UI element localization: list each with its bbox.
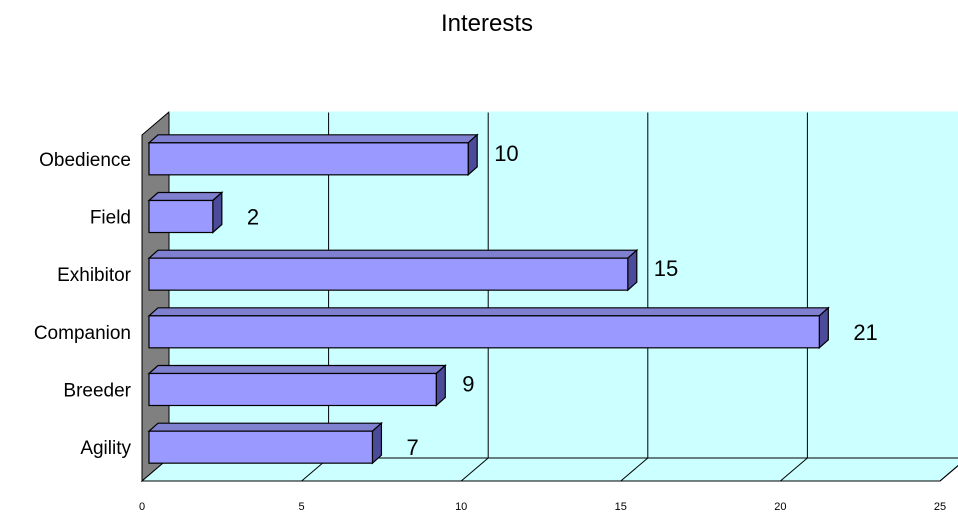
category-label: Exhibitor	[57, 265, 132, 286]
data-label: 21	[853, 320, 877, 345]
bar	[148, 430, 374, 464]
x-tick-label: 20	[774, 501, 786, 513]
x-tick-label: 15	[615, 501, 627, 513]
data-label: 9	[462, 372, 474, 397]
bar-end	[435, 364, 446, 407]
x-tick-label: 10	[455, 501, 467, 513]
category-label: Companion	[34, 323, 131, 344]
category-label: Obedience	[39, 150, 131, 171]
floor-gridline	[460, 457, 489, 482]
bar-top	[147, 134, 479, 144]
floor-gridline	[939, 465, 958, 482]
bar-end	[467, 133, 478, 177]
bar-top	[147, 364, 447, 375]
x-tick-label: 0	[139, 501, 145, 513]
bar-top	[147, 422, 384, 432]
bar	[148, 372, 437, 407]
bar-top	[147, 307, 830, 317]
bar-end	[818, 306, 829, 350]
category-label: Field	[90, 208, 131, 229]
data-label: 15	[654, 256, 678, 281]
data-label: 7	[406, 435, 418, 460]
x-tick-label: 25	[934, 501, 946, 513]
bar-top	[147, 249, 639, 259]
plot-area: 0 5 10 15 20 25 Obedience 10 Field 2 Exhibitor 15 Co…	[34, 110, 958, 513]
bar-end	[371, 421, 383, 465]
chart-title: Interests	[441, 10, 533, 37]
category-label: Breeder	[63, 381, 131, 402]
bar-end	[627, 248, 638, 292]
data-label: 2	[247, 205, 259, 230]
bar	[148, 142, 469, 176]
category-label: Agility	[80, 438, 131, 459]
bar-top	[147, 191, 224, 202]
bar	[148, 199, 214, 234]
data-label: 10	[494, 141, 518, 166]
bar	[148, 315, 820, 349]
x-tick-label: 5	[299, 501, 305, 513]
bar	[148, 257, 629, 291]
floor-gridline	[780, 457, 808, 482]
bar-end	[212, 191, 223, 234]
floor-gridline	[620, 457, 649, 482]
